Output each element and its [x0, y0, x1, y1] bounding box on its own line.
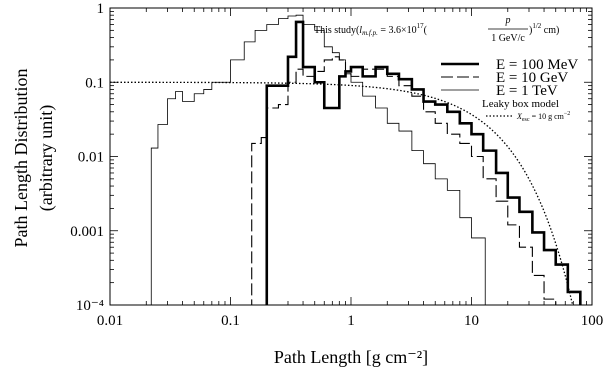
y-tick-label: 0.1	[85, 75, 104, 91]
svg-text:)1/2 cm): )1/2 cm)	[529, 22, 559, 36]
y-tick-labels: 1 0.1 0.01 0.001 10⁻⁴	[70, 1, 104, 314]
y-tick-label: 0.01	[78, 150, 104, 166]
legend-label-1tev: E = 1 TeV	[496, 83, 558, 99]
x-tick-labels: 0.01 0.1 1 10 100	[97, 313, 603, 329]
study-fraction-denominator: 1 GeV/c	[491, 33, 525, 44]
leaky-box-annotation: Leaky box model Xesc = 10 g cm−2	[482, 98, 570, 123]
x-tick-label: 0.01	[97, 313, 123, 329]
x-tick-label: 1	[347, 313, 355, 329]
series-10gev-line	[251, 56, 569, 305]
plot-frame	[109, 7, 593, 306]
y-tick-label: 1	[97, 1, 105, 17]
series-100mev-line	[265, 20, 582, 305]
y-axis-title-line1: Path Length Distribution	[11, 69, 31, 248]
study-annotation: This study(lm.f.p. = 3.6×1017( p 1 GeV/c…	[314, 15, 559, 44]
legend: E = 100 MeV E = 10 GeV E = 1 TeV	[441, 57, 578, 99]
legend-label-100mev: E = 100 MeV	[496, 57, 578, 73]
study-fraction-numerator: p	[505, 15, 511, 26]
x-tick-label: 10	[464, 313, 479, 329]
svg-text:Xesc = 10 g cm−2: Xesc = 10 g cm−2	[516, 111, 570, 123]
legend-label-10gev: E = 10 GeV	[496, 70, 568, 86]
leaky-box-title: Leaky box model	[482, 98, 559, 110]
svg-text:This study(lm.f.p. = 3.6×1017(: This study(lm.f.p. = 3.6×1017(	[314, 22, 428, 37]
axis-ticks	[109, 8, 592, 306]
x-tick-label: 0.1	[221, 313, 240, 329]
series-leaky-box-line	[110, 81, 574, 305]
y-tick-label: 0.001	[70, 224, 104, 240]
y-axis-title-line2: (arbitrary unit)	[36, 105, 57, 211]
series-1tev-line	[134, 14, 486, 305]
y-tick-label: 10⁻⁴	[76, 298, 104, 314]
x-tick-label: 100	[581, 313, 604, 329]
chart-series	[110, 14, 582, 305]
x-axis-title: Path Length [g cm⁻²]	[274, 347, 428, 367]
